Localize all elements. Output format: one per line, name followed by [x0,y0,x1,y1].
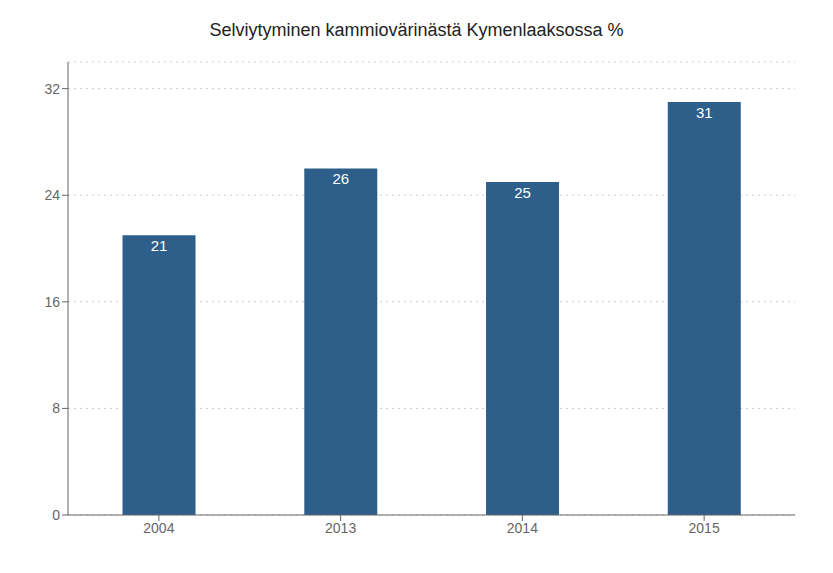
svg-text:24: 24 [44,187,60,203]
svg-text:31: 31 [696,104,713,121]
svg-text:26: 26 [332,170,349,187]
svg-text:2004: 2004 [143,520,174,536]
svg-text:2013: 2013 [325,520,356,536]
html-text:Selviytyminen kammiovärinästä: Selviytyminen kammiovärinästä Kymenlaaks… [209,20,624,40]
svg-text:16: 16 [44,294,60,310]
svg-text:0: 0 [52,507,60,523]
svg-text:21: 21 [151,237,168,254]
svg-text:2015: 2015 [689,520,720,536]
svg-text:8: 8 [52,400,60,416]
svg-text:2014: 2014 [507,520,538,536]
svg-text:32: 32 [44,81,60,97]
svg-text:25: 25 [514,184,531,201]
